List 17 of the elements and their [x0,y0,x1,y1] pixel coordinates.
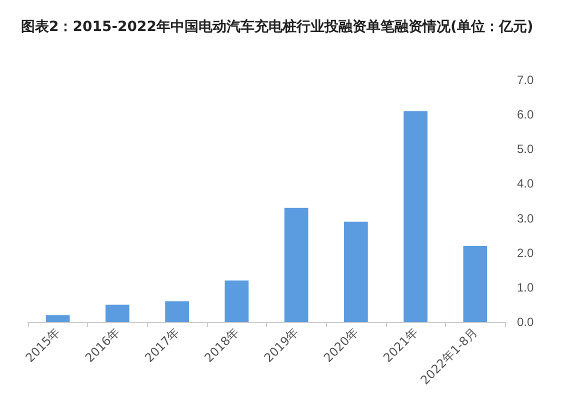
bar [224,280,249,322]
y-tick-label: 1.0 [517,280,534,294]
y-tick-label: 0.0 [517,315,534,329]
bar [404,111,428,322]
bar [463,246,488,322]
y-tick-label: 5.0 [517,142,534,156]
chart-title: 图表2：2015-2022年中国电动汽车充电桩行业投融资单笔融资情况(单位：亿元) [21,18,534,35]
bar [106,304,130,322]
bar [284,208,308,322]
y-tick-label: 6.0 [517,108,534,122]
y-tick-label: 4.0 [517,176,534,191]
bar [344,222,368,322]
y-tick-label: 2.0 [517,246,534,260]
bar [46,315,70,322]
y-tick-label: 3.0 [517,211,534,226]
y-tick-label: 7.0 [517,73,534,87]
bar [165,301,189,322]
